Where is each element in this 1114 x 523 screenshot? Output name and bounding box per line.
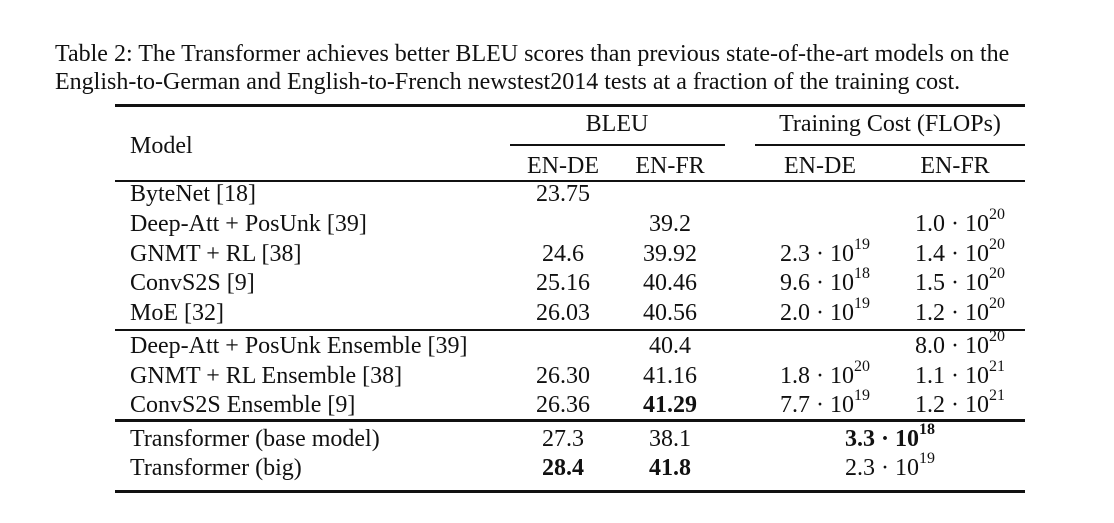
cost-base: 9.6 · 10 xyxy=(780,270,854,296)
bleu-score: 38.1 xyxy=(649,426,691,452)
training-cost: 1.4 · 1020 xyxy=(915,237,1005,268)
training-cost: 1.5 · 1020 xyxy=(915,266,1005,297)
bleu-score: 23.75 xyxy=(536,181,590,207)
model-name: Deep-Att + PosUnk Ensemble [39] xyxy=(130,333,468,359)
cost-exponent: 18 xyxy=(854,265,870,282)
model-name: MoE [32] xyxy=(130,300,224,326)
training-cost: 8.0 · 1020 xyxy=(915,329,1005,360)
training-cost: 7.7 · 1019 xyxy=(780,388,870,419)
cost-base: 2.3 · 10 xyxy=(780,241,854,267)
header-bleu: BLEU xyxy=(585,111,649,137)
cost-base: 3.3 · 10 xyxy=(844,426,920,452)
bleu-score: 39.2 xyxy=(649,211,691,237)
cost-exponent: 21 xyxy=(989,358,1005,375)
cost-base: 1.8 · 10 xyxy=(780,363,854,389)
bleu-score: 40.4 xyxy=(649,333,691,359)
header-rule xyxy=(115,180,1025,182)
model-name: ConvS2S [9] xyxy=(130,270,255,296)
training-cost: 1.0 · 1020 xyxy=(915,207,1005,238)
cost-exponent: 21 xyxy=(989,387,1005,404)
bleu-score: 27.3 xyxy=(542,426,584,452)
model-name: Transformer (base model) xyxy=(130,426,380,452)
bottom-rule xyxy=(115,490,1025,493)
caption-label: Table 2: xyxy=(55,41,133,67)
group-rule xyxy=(115,329,1025,331)
cost-exponent: 19 xyxy=(854,236,870,253)
cost-exponent: 18 xyxy=(919,421,936,438)
cost-base: 1.1 · 10 xyxy=(915,363,989,389)
top-rule xyxy=(115,104,1025,107)
header-sub: EN-FR xyxy=(635,153,705,179)
cost-base: 1.2 · 10 xyxy=(915,300,989,326)
caption: Table 2: The Transformer achieves better… xyxy=(55,40,1095,96)
header-model: Model xyxy=(130,133,193,159)
model-name: Deep-Att + PosUnk [39] xyxy=(130,211,367,237)
cost-base: 7.7 · 10 xyxy=(780,392,854,418)
cost-base: 1.0 · 10 xyxy=(915,211,989,237)
training-cost: 1.2 · 1020 xyxy=(915,296,1005,327)
bleu-score: 40.46 xyxy=(643,270,697,296)
training-cost: 1.1 · 1021 xyxy=(915,359,1005,390)
cost-base: 2.3 · 10 xyxy=(845,455,919,481)
model-name: Transformer (big) xyxy=(130,455,302,481)
training-cost: 2.0 · 1019 xyxy=(780,296,870,327)
cost-base: 1.2 · 10 xyxy=(915,392,989,418)
cost-exponent: 20 xyxy=(989,206,1005,223)
training-cost: 1.2 · 1021 xyxy=(915,388,1005,419)
header-cost: Training Cost (FLOPs) xyxy=(779,111,1001,137)
cost-exponent: 20 xyxy=(989,328,1005,345)
model-name: GNMT + RL Ensemble [38] xyxy=(130,363,403,389)
training-cost: 2.3 · 1019 xyxy=(780,237,870,268)
cost-exponent: 19 xyxy=(854,387,870,404)
cost-base: 2.0 · 10 xyxy=(780,300,854,326)
cost-exponent: 20 xyxy=(854,358,870,375)
cost-base: 8.0 · 10 xyxy=(915,333,989,359)
header-sub: EN-DE xyxy=(784,153,856,179)
bleu-score: 28.4 xyxy=(542,455,584,481)
caption-text: The Transformer achieves better BLEU sco… xyxy=(55,41,1010,95)
cost-base: 1.5 · 10 xyxy=(915,270,989,296)
cost-exponent: 19 xyxy=(919,450,935,467)
bleu-score: 25.16 xyxy=(536,270,590,296)
cost-rule xyxy=(755,144,1025,146)
bleu-score: 39.92 xyxy=(643,241,697,267)
bleu-score: 24.6 xyxy=(542,241,584,267)
bleu-score: 26.03 xyxy=(536,300,590,326)
cost-exponent: 19 xyxy=(854,295,870,312)
header-sub: EN-DE xyxy=(527,153,599,179)
training-cost: 2.3 · 1019 xyxy=(845,451,935,482)
cost-exponent: 20 xyxy=(989,295,1005,312)
model-name: GNMT + RL [38] xyxy=(130,241,302,267)
training-cost: 1.8 · 1020 xyxy=(780,359,870,390)
cost-base: 1.4 · 10 xyxy=(915,241,989,267)
bleu-score: 26.36 xyxy=(536,392,590,418)
training-cost: 9.6 · 1018 xyxy=(780,266,870,297)
header-sub: EN-FR xyxy=(920,153,990,179)
group-rule xyxy=(115,419,1025,422)
model-name: ConvS2S Ensemble [9] xyxy=(130,392,356,418)
bleu-score: 26.30 xyxy=(536,363,590,389)
cost-exponent: 20 xyxy=(989,236,1005,253)
bleu-score: 41.8 xyxy=(649,455,691,481)
bleu-rule xyxy=(510,144,725,146)
model-name: ByteNet [18] xyxy=(130,181,256,207)
bleu-score: 41.16 xyxy=(643,363,697,389)
cost-exponent: 20 xyxy=(989,265,1005,282)
bleu-score: 40.56 xyxy=(643,300,697,326)
bleu-score: 41.29 xyxy=(643,392,697,418)
training-cost: 3.3 · 1018 xyxy=(844,422,935,453)
